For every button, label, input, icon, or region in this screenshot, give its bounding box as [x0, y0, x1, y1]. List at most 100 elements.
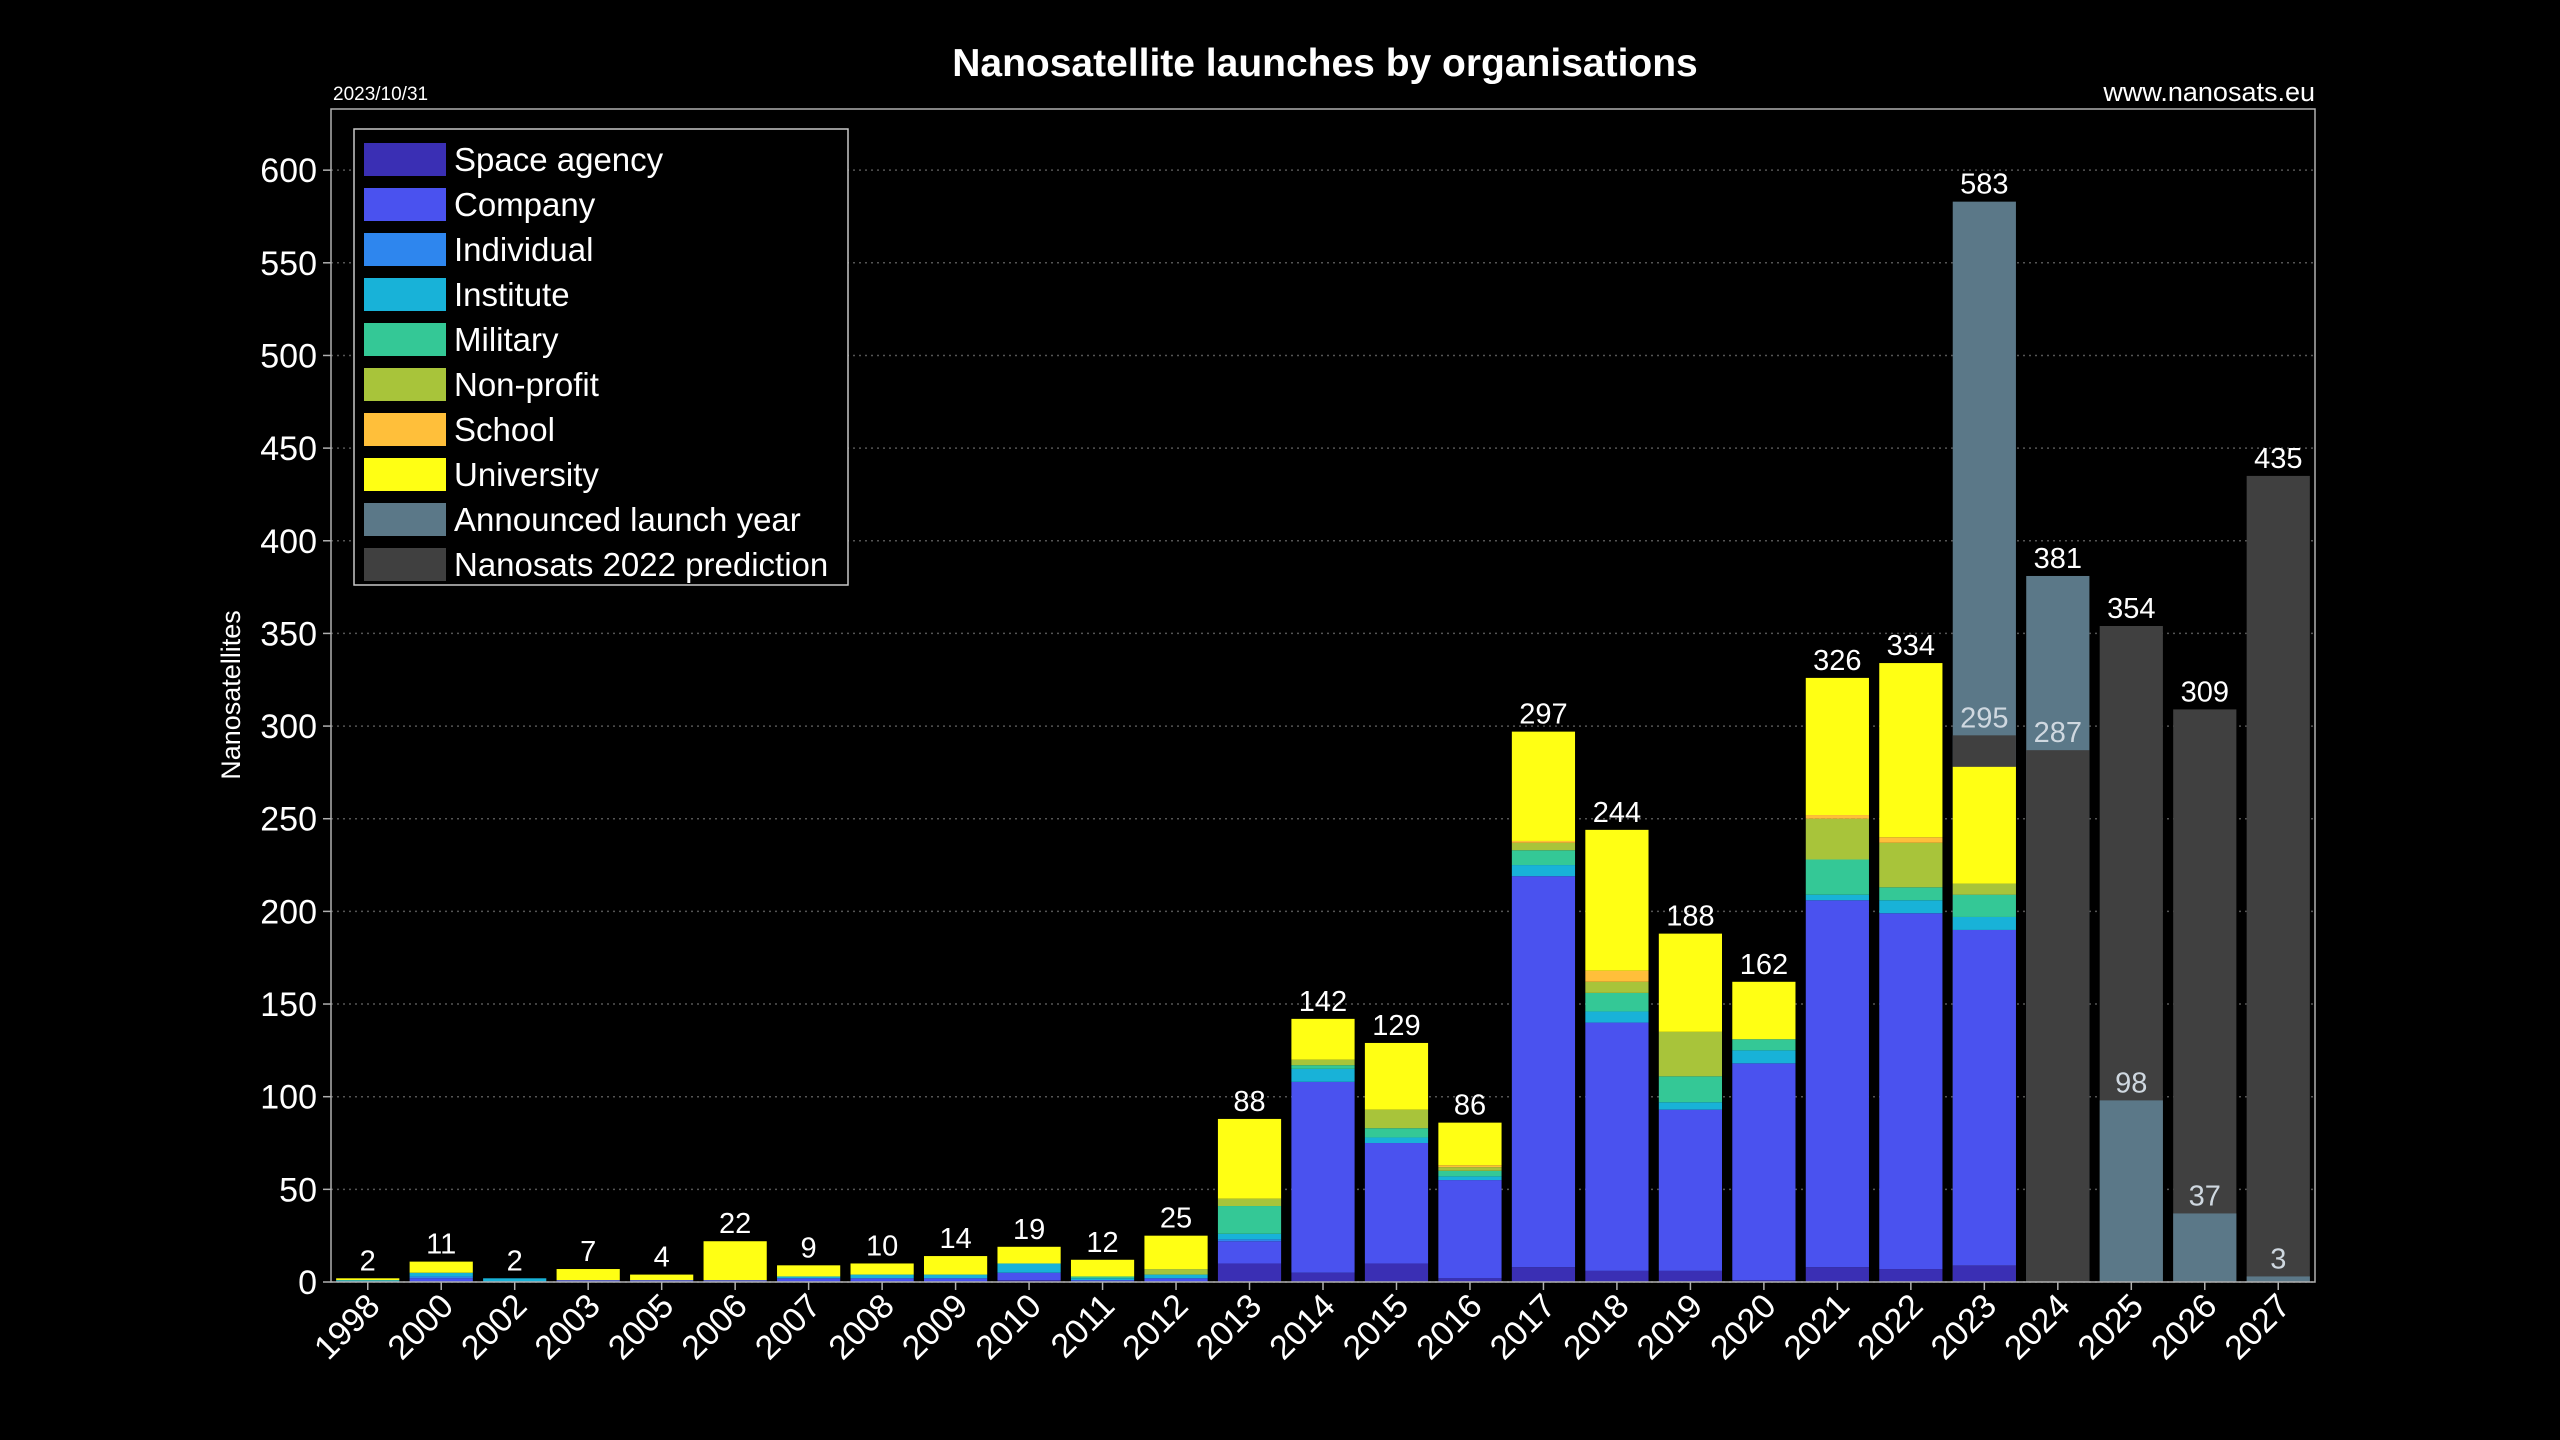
bar-segment — [409, 1278, 473, 1282]
bar-segment — [1291, 1065, 1355, 1069]
bar-segment — [703, 1241, 767, 1281]
total-label: 244 — [1593, 797, 1641, 829]
legend-label: Company — [454, 186, 596, 223]
bar-segment — [777, 1265, 841, 1277]
total-label: 2 — [360, 1245, 376, 1277]
bar — [2246, 1276, 2310, 1282]
bar-segment — [1511, 1267, 1576, 1282]
bar — [2173, 709, 2237, 1282]
bar-segment — [1070, 1259, 1135, 1277]
bar-segment — [1364, 1263, 1429, 1282]
bar-segment — [923, 1256, 988, 1275]
value-label: 98 — [2115, 1067, 2147, 1099]
bar-segment — [1070, 1276, 1135, 1279]
total-label: 162 — [1740, 949, 1788, 981]
total-label: 10 — [866, 1230, 898, 1262]
labels: 2 11 2 7 4 22 9 10 14 19 12 25 88 142 129 86 297 244 188 16… — [360, 169, 2303, 1278]
total-label: 4 — [654, 1242, 670, 1274]
legend: Space agency Company Individual Institute Mi… — [353, 128, 849, 586]
bar-segment — [1879, 913, 1943, 1270]
bar-segment — [1585, 970, 1649, 982]
bar-segment — [1658, 933, 1723, 1032]
bar-segment — [1217, 1198, 1282, 1207]
bar-segment — [1438, 1167, 1502, 1171]
bar-segment — [1658, 1270, 1723, 1282]
bar-segment — [409, 1261, 473, 1273]
bar-segment — [1879, 900, 1943, 914]
bar-segment — [1805, 815, 1869, 819]
bar-segment — [1952, 1265, 2016, 1282]
bar-segment — [1658, 1102, 1723, 1110]
bar-segment — [1438, 1165, 1502, 1168]
bar-segment — [997, 1246, 1061, 1264]
bar-segment — [1805, 859, 1869, 895]
bar-segment — [1511, 731, 1576, 841]
bar-segment — [1438, 1278, 1502, 1282]
bar-segment — [1585, 1011, 1649, 1023]
y-tick-label: 250 — [260, 801, 317, 839]
value-label: 309 — [2181, 676, 2229, 708]
legend-swatch — [364, 323, 446, 356]
bar-segment — [1438, 1122, 1502, 1166]
y-tick-label: 350 — [260, 615, 317, 653]
y-tick-label: 500 — [260, 337, 317, 375]
legend-label: Non-profit — [454, 366, 599, 403]
bar-segment — [1291, 1068, 1355, 1082]
bar-segment — [1805, 900, 1869, 1268]
bar-segment — [997, 1272, 1061, 1281]
bar-segment — [336, 1278, 400, 1281]
bar-segment — [777, 1278, 841, 1282]
bar-segment — [1364, 1128, 1429, 1138]
bar-segment — [1217, 1233, 1282, 1240]
bar-segment — [923, 1274, 988, 1279]
bar-segment — [1217, 1239, 1282, 1242]
total-label: 14 — [939, 1223, 971, 1255]
bar — [2026, 750, 2090, 1282]
bar-segment — [1585, 829, 1649, 971]
bar-segment — [1438, 1176, 1502, 1181]
bar-segment — [1585, 981, 1649, 993]
bar-segment — [1070, 1278, 1135, 1281]
bar-segment — [777, 1276, 841, 1279]
total-label: 7 — [580, 1236, 596, 1268]
total-label: 142 — [1299, 986, 1347, 1018]
y-tick-label: 150 — [260, 986, 317, 1024]
bar-segment — [1291, 1081, 1355, 1273]
bar-segment — [1364, 1109, 1429, 1129]
bar-segment — [630, 1274, 694, 1281]
bar-segment — [1144, 1235, 1208, 1270]
bar-segment — [1511, 876, 1576, 1268]
bar-segment — [1144, 1269, 1208, 1275]
legend-swatch — [364, 548, 446, 581]
legend-swatch — [364, 413, 446, 446]
bar-segment — [703, 1280, 767, 1282]
value-label: 37 — [2189, 1180, 2221, 1212]
bar-segment — [1952, 883, 2016, 895]
total-label: 334 — [1887, 630, 1935, 662]
bar-segment — [850, 1278, 914, 1282]
legend-label: Nanosats 2022 prediction — [454, 546, 828, 583]
legend-label: School — [454, 411, 555, 448]
y-tick-label: 450 — [260, 430, 317, 468]
bar — [2099, 1100, 2163, 1282]
total-label: 12 — [1086, 1227, 1118, 1259]
bar-segment — [850, 1263, 914, 1275]
bar-segment — [1585, 1270, 1649, 1282]
total-label: 22 — [719, 1208, 751, 1240]
bar-segment — [1805, 818, 1869, 860]
bar-segment — [1585, 992, 1649, 1012]
bar-segment — [1217, 1118, 1282, 1199]
bar-segment — [1879, 663, 1943, 838]
legend-swatch — [364, 458, 446, 491]
bar-segment — [630, 1280, 694, 1282]
chart-title: Nanosatellite launches by organisations — [952, 42, 1698, 85]
total-label: 9 — [801, 1232, 817, 1264]
bar-segment — [1438, 1170, 1502, 1177]
bar-segment — [556, 1280, 620, 1282]
bar — [2246, 475, 2310, 1283]
total-label: 19 — [1013, 1214, 1045, 1246]
plot-frame — [330, 108, 2316, 1283]
bar-segment — [1217, 1263, 1282, 1282]
value-label: 381 — [2034, 543, 2082, 575]
bar-segment — [1952, 766, 2016, 884]
